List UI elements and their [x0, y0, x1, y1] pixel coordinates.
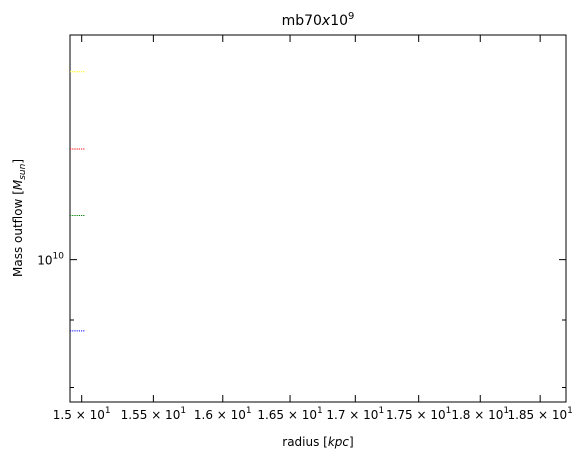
x-tick-label: 1.6 × 101: [194, 406, 252, 422]
x-tick-label: 1.85 × 101: [507, 406, 572, 422]
y-axis-ticks: 1010: [37, 252, 566, 388]
y-axis-label: Mass outflow [Msun]: [11, 159, 28, 277]
chart-title: mb70x109: [282, 11, 355, 29]
x-tick-label: 1.5 × 101: [53, 406, 111, 422]
x-tick-label: 1.65 × 101: [257, 406, 322, 422]
x-tick-label: 1.8 × 101: [451, 406, 509, 422]
x-tick-label: 1.7 × 101: [326, 406, 384, 422]
plot-area: [69, 34, 567, 403]
series-group: [70, 71, 85, 332]
axes-frame: [69, 34, 567, 403]
y-tick-label: 1010: [37, 252, 64, 268]
x-tick-label: 1.55 × 101: [121, 406, 186, 422]
x-axis-label: radius [kpc]: [282, 435, 353, 449]
x-tick-label: 1.75 × 101: [386, 406, 451, 422]
x-axis-ticks: 1.5 × 101 1.55 × 101 1.6 × 101 1.65 × 101 1.…: [53, 35, 573, 422]
